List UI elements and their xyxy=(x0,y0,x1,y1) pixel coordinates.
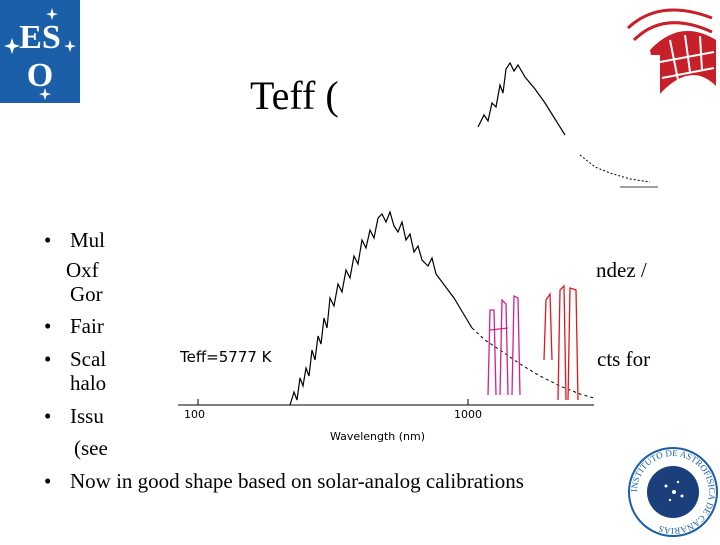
svg-text:ES: ES xyxy=(19,19,61,56)
tick-label-100: 100 xyxy=(184,408,205,421)
bullet-text: Mul xyxy=(70,228,106,252)
bullet-5: • Now in good shape based on solar-analog… xyxy=(44,469,524,493)
bullet-2: • Fair xyxy=(44,314,104,338)
bullet-1-continuation-line-1: Oxf xyxy=(66,258,99,282)
bullet-dot: • xyxy=(44,404,52,428)
bullet-4-continuation: (see xyxy=(74,436,108,460)
spectrum-main-figure: Teff=5777 K 100 1000 Wavelength (nm) xyxy=(160,200,595,445)
text-fragment-right-2: cts for xyxy=(597,347,651,371)
tick-label-1000: 1000 xyxy=(454,408,482,421)
bullet-3: • Scal xyxy=(44,347,107,371)
eso-logo: ES O xyxy=(0,0,80,103)
iac-round-logo: INSTITUTO DE ASTROFISICA DE CANARIAS xyxy=(626,442,720,540)
bullet-1-continuation-line-2: Gor xyxy=(70,282,103,306)
spectrum-small-figure xyxy=(470,55,660,205)
bullet-3-continuation: halo xyxy=(70,371,107,395)
bullet-dot: • xyxy=(44,469,52,493)
bullet-dot: • xyxy=(44,347,52,371)
figure-annotation: Teff=5777 K xyxy=(180,348,272,366)
slide-title: Teff ( xyxy=(250,73,339,118)
x-axis-label: Wavelength (nm) xyxy=(330,430,426,443)
iac-top-logo xyxy=(620,0,720,100)
bullet-dot: • xyxy=(44,228,52,252)
bullet-1: • Mul xyxy=(44,228,105,252)
svg-text:O: O xyxy=(27,57,53,94)
bullet-dot: • xyxy=(44,314,52,338)
text-fragment-right-1: ndez / xyxy=(596,258,647,282)
bullet-4: • Issu xyxy=(44,404,104,428)
